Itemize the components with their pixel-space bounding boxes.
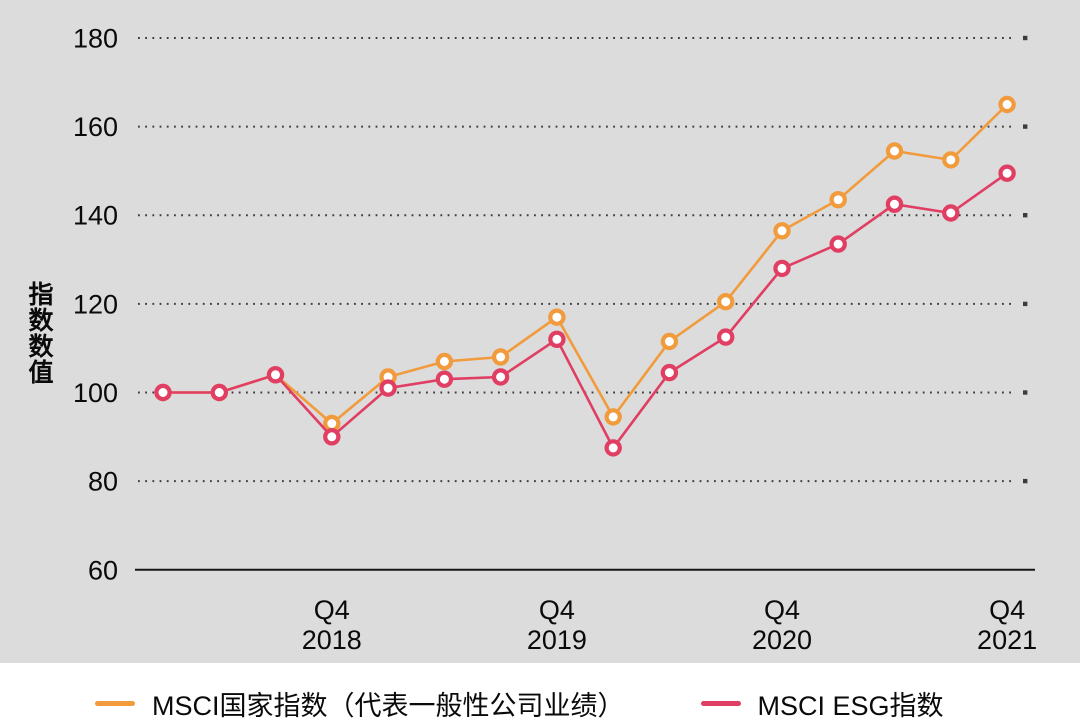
legend-line-swatch-country-index [95, 701, 135, 706]
data-point-marker [435, 352, 454, 371]
y-tick-label: 180 [73, 24, 118, 54]
data-point-marker [660, 363, 679, 382]
legend-line-swatch-esg-index [700, 701, 741, 706]
data-point-marker [604, 439, 622, 457]
series-line-1 [163, 172, 1008, 451]
legend-label-country-index: MSCI国家指数（代表一般性公司业绩） [152, 691, 625, 721]
y-tick-label: 160 [73, 112, 118, 142]
data-point-marker [942, 204, 960, 222]
gridline-end-dot [1023, 213, 1028, 218]
x-tick-quarter: Q4 [764, 595, 800, 625]
y-tick-label: 60 [88, 555, 118, 585]
x-tick-year: 2021 [977, 625, 1037, 655]
x-tick-year: 2019 [527, 625, 587, 655]
data-point-marker [604, 408, 622, 426]
data-point-marker [998, 164, 1016, 182]
legend: MSCI国家指数（代表一般性公司业绩） MSCI ESG指数 [0, 663, 1080, 722]
data-point-marker [717, 293, 735, 311]
data-point-marker [491, 348, 510, 366]
data-point-marker [266, 366, 285, 384]
y-tick-label: 80 [88, 467, 118, 497]
data-point-marker [773, 222, 791, 240]
data-point-marker [998, 95, 1016, 114]
data-point-marker [154, 383, 172, 402]
data-point-marker [942, 151, 960, 169]
data-point-marker [885, 195, 904, 213]
data-point-marker [323, 428, 341, 446]
data-point-marker [379, 379, 397, 397]
x-tick-quarter: Q4 [314, 595, 350, 625]
data-point-marker [829, 190, 847, 209]
series-line-0 [163, 103, 1009, 426]
y-tick-label: 100 [73, 378, 118, 408]
y-axis-title: 指数数值 [25, 281, 53, 385]
gridline-end-dot [1023, 478, 1028, 484]
x-tick-year: 2020 [752, 625, 812, 655]
gridline-end-dot [1023, 301, 1028, 307]
x-tick-year: 2018 [302, 625, 362, 655]
data-point-marker [717, 328, 735, 346]
y-tick-label: 140 [73, 201, 118, 231]
data-point-marker [491, 368, 510, 386]
gridline-end-dot [1023, 390, 1028, 395]
legend-item-country-index: MSCI国家指数（代表一般性公司业绩） [95, 684, 625, 723]
data-point-marker [210, 383, 228, 402]
line-chart: 1801601401201008060Q42018Q42019Q42020Q42… [73, 24, 1037, 656]
data-point-marker [829, 235, 847, 253]
legend-label-esg-index: MSCI ESG指数 [757, 691, 944, 721]
legend-item-esg-index: MSCI ESG指数 [700, 684, 944, 723]
data-point-marker [435, 370, 454, 388]
gridline-end-dot [1023, 124, 1028, 129]
data-point-marker [885, 142, 904, 160]
x-tick-quarter: Q4 [989, 595, 1025, 625]
x-tick-quarter: Q4 [539, 595, 575, 625]
data-point-marker [773, 259, 791, 278]
data-point-marker [548, 330, 566, 348]
data-point-marker [548, 308, 566, 326]
gridline-end-dot [1023, 35, 1028, 41]
y-tick-label: 120 [73, 289, 118, 319]
data-point-marker [660, 332, 679, 351]
chart-panel: 180 160 140 120 100 80 60 Q4 2018 Q4 2019 Q4 2020 Q4 2… [0, 0, 1080, 663]
